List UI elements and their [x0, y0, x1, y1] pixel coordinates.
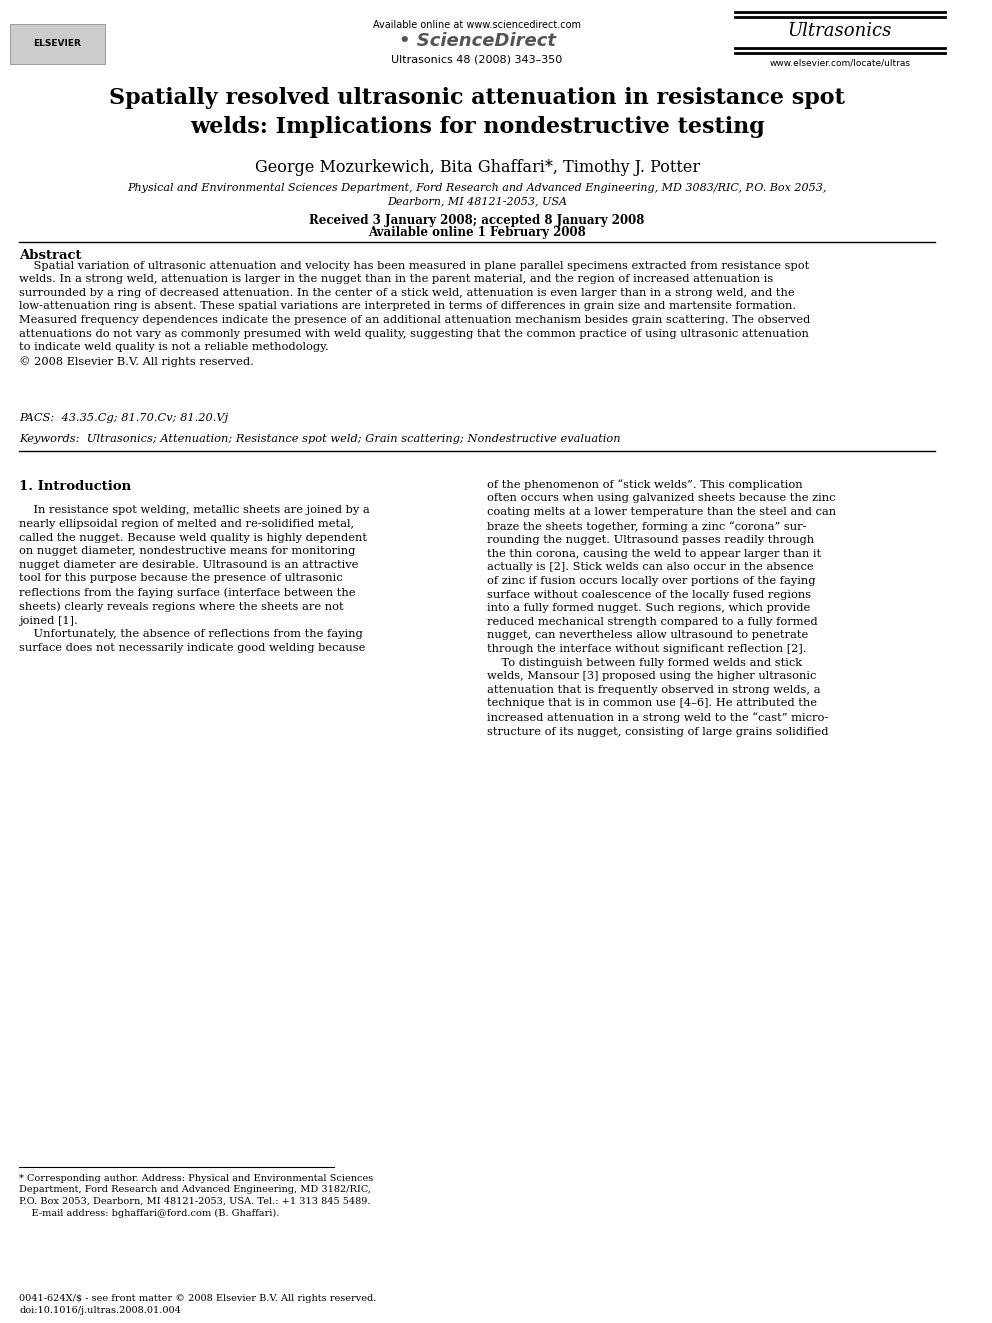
Text: Ultrasonics 48 (2008) 343–350: Ultrasonics 48 (2008) 343–350: [392, 54, 562, 65]
Text: 1. Introduction: 1. Introduction: [19, 480, 131, 493]
FancyBboxPatch shape: [10, 24, 105, 64]
Text: Abstract: Abstract: [19, 249, 81, 262]
Text: of the phenomenon of “stick welds”. This complication
often occurs when using ga: of the phenomenon of “stick welds”. This…: [487, 479, 835, 737]
Text: Dearborn, MI 48121-2053, USA: Dearborn, MI 48121-2053, USA: [387, 196, 567, 206]
Text: Physical and Environmental Sciences Department, Ford Research and Advanced Engin: Physical and Environmental Sciences Depa…: [127, 183, 826, 193]
Text: ELSEVIER: ELSEVIER: [34, 40, 81, 48]
Text: Spatial variation of ultrasonic attenuation and velocity has been measured in pl: Spatial variation of ultrasonic attenuat…: [19, 261, 810, 366]
Text: Ultrasonics: Ultrasonics: [788, 22, 892, 41]
Text: • ScienceDirect: • ScienceDirect: [399, 32, 556, 50]
Text: PACS:  43.35.Cg; 81.70.Cv; 81.20.Vj: PACS: 43.35.Cg; 81.70.Cv; 81.20.Vj: [19, 413, 228, 423]
Text: Keywords:  Ultrasonics; Attenuation; Resistance spot weld; Grain scattering; Non: Keywords: Ultrasonics; Attenuation; Resi…: [19, 434, 621, 445]
Text: Received 3 January 2008; accepted 8 January 2008: Received 3 January 2008; accepted 8 Janu…: [310, 214, 645, 228]
Text: * Corresponding author. Address: Physical and Environmental Sciences
Department,: * Corresponding author. Address: Physica…: [19, 1174, 373, 1218]
Text: Available online 1 February 2008: Available online 1 February 2008: [368, 226, 586, 239]
Text: Available online at www.sciencedirect.com: Available online at www.sciencedirect.co…: [373, 20, 581, 30]
Text: George Mozurkewich, Bita Ghaffari*, Timothy J. Potter: George Mozurkewich, Bita Ghaffari*, Timo…: [255, 159, 699, 176]
Text: In resistance spot welding, metallic sheets are joined by a
nearly ellipsoidal r: In resistance spot welding, metallic she…: [19, 505, 370, 654]
Text: www.elsevier.com/locate/ultras: www.elsevier.com/locate/ultras: [769, 58, 911, 67]
Text: Spatially resolved ultrasonic attenuation in resistance spot
welds: Implications: Spatially resolved ultrasonic attenuatio…: [109, 87, 845, 138]
Text: 0041-624X/$ - see front matter © 2008 Elsevier B.V. All rights reserved.
doi:10.: 0041-624X/$ - see front matter © 2008 El…: [19, 1294, 376, 1315]
